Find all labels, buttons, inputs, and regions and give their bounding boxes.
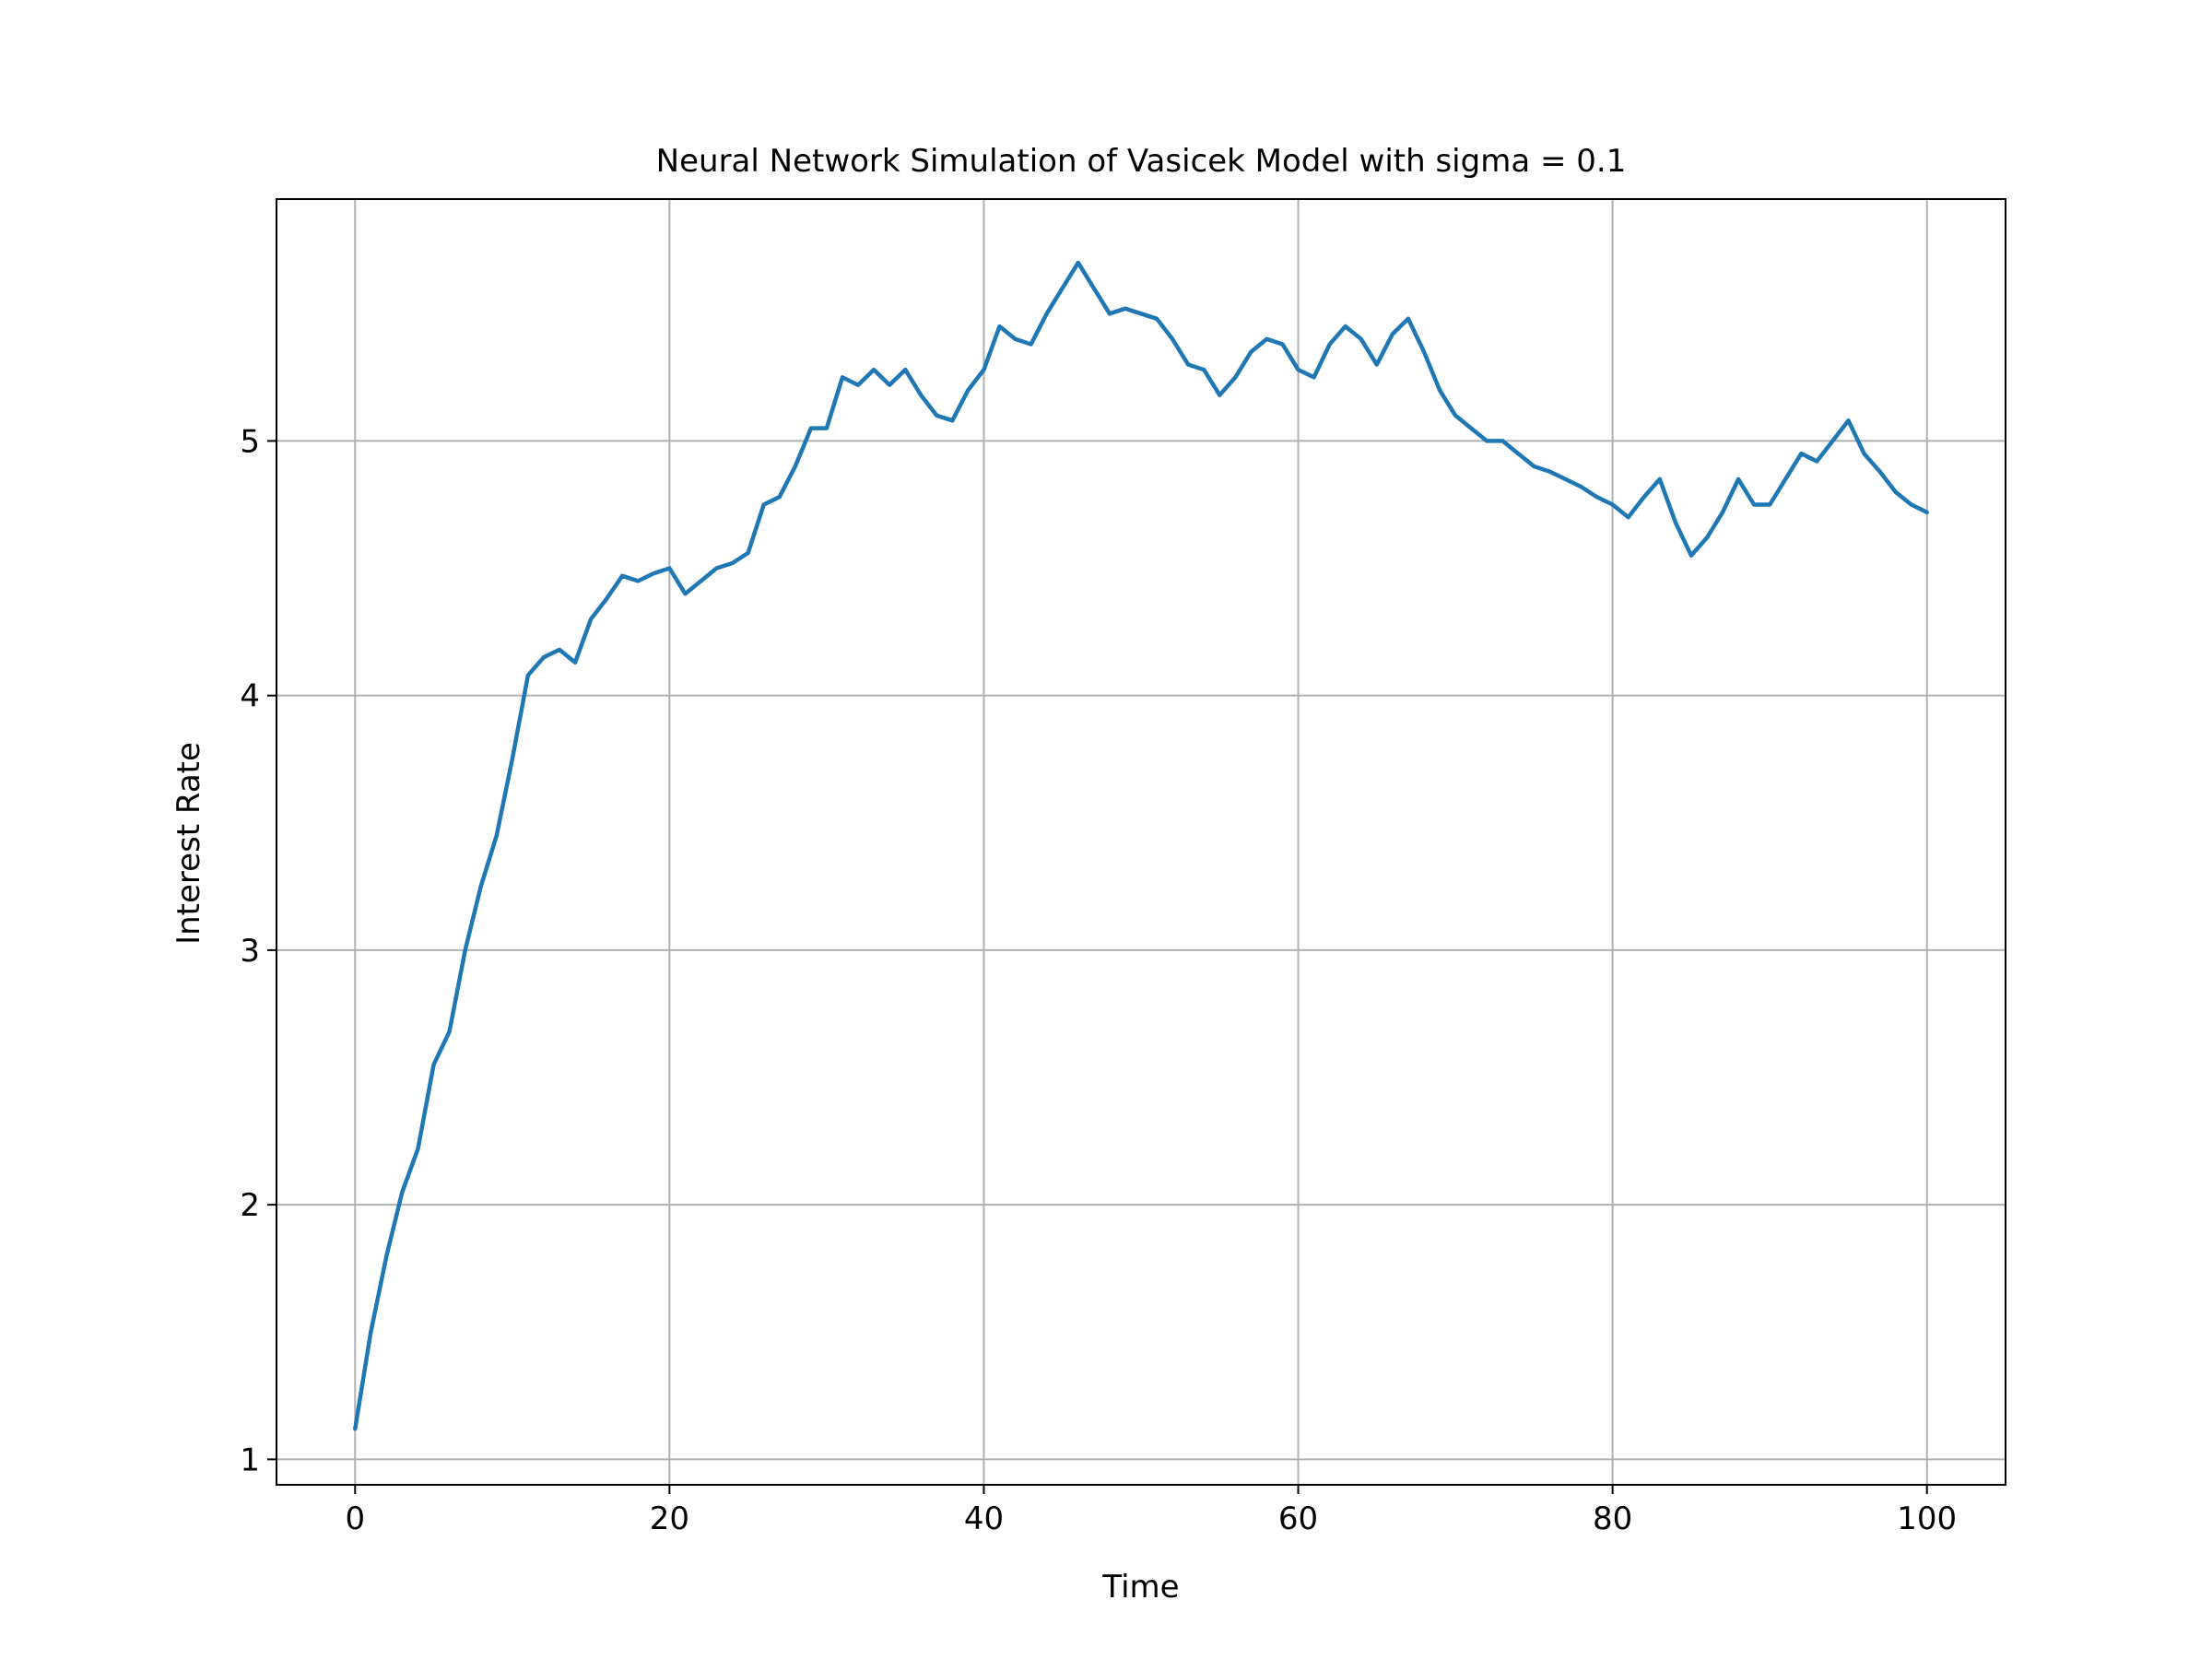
y-axis: 1 2 3 4 5	[240, 423, 276, 1478]
x-axis: 0 20 40 60 80 100	[345, 1485, 1957, 1537]
x-tick-label: 80	[1593, 1500, 1632, 1537]
x-tick-label: 40	[964, 1500, 1004, 1537]
x-tick-label: 100	[1897, 1500, 1957, 1537]
grid	[276, 199, 2006, 1485]
y-tick-label: 3	[240, 933, 260, 970]
plot-frame	[276, 198, 2006, 1486]
y-tick-label: 5	[240, 423, 260, 460]
x-tick-label: 20	[650, 1500, 689, 1537]
chart-title: Neural Network Simulation of Vasicek Mod…	[656, 143, 1627, 180]
x-axis-label: Time	[1101, 1569, 1179, 1606]
y-tick-label: 2	[240, 1187, 260, 1224]
x-tick-label: 0	[345, 1500, 365, 1537]
y-tick-label: 1	[240, 1441, 260, 1478]
y-tick-label: 4	[240, 678, 260, 715]
x-tick-label: 60	[1278, 1500, 1318, 1537]
series-line	[353, 260, 1929, 1431]
y-axis-label: Interest Rate	[171, 742, 207, 945]
series-layer	[353, 260, 1929, 1431]
